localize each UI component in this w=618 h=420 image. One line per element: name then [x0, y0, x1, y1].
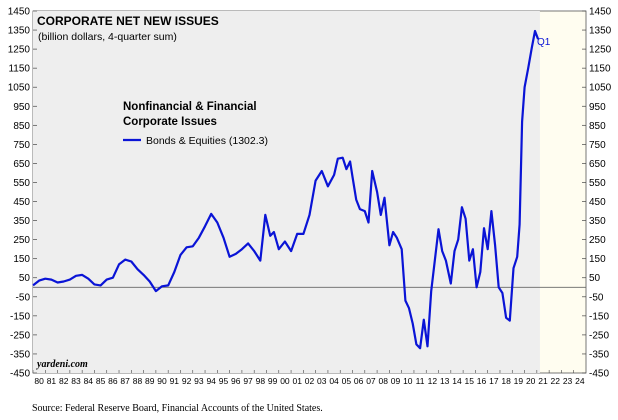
y-tick-label-right: 550 — [589, 178, 606, 189]
y-tick-label-right: 350 — [589, 216, 606, 227]
y-tick-label-left: -50 — [16, 292, 31, 303]
x-tick-label: 90 — [157, 376, 167, 386]
x-tick-label: 87 — [120, 376, 130, 386]
x-tick-label: 02 — [305, 376, 315, 386]
y-tick-label-right: 50 — [589, 273, 601, 284]
end-annotation-q1: Q1 — [537, 37, 551, 48]
x-tick-label: 93 — [194, 376, 204, 386]
x-tick-label: 14 — [452, 376, 462, 386]
x-tick-label: 17 — [489, 376, 499, 386]
x-tick-label: 92 — [182, 376, 192, 386]
x-tick-label: 07 — [366, 376, 376, 386]
watermark: yardeni.com — [36, 359, 88, 370]
y-tick-label-right: -50 — [589, 292, 604, 303]
y-tick-label-right: 850 — [589, 121, 606, 132]
y-tick-label-left: 1150 — [8, 64, 30, 75]
y-tick-label-right: 1350 — [589, 26, 612, 37]
y-tick-label-right: -250 — [589, 330, 609, 341]
y-tick-label-left: -350 — [10, 349, 30, 360]
y-tick-label-right: 450 — [589, 197, 606, 208]
y-tick-label-right: 1250 — [589, 45, 612, 56]
y-tick-label-left: -450 — [10, 369, 30, 380]
x-tick-label: 88 — [133, 376, 143, 386]
y-tick-label-left: 350 — [13, 216, 30, 227]
x-tick-label: 15 — [465, 376, 475, 386]
y-tick-label-right: 1150 — [589, 64, 611, 75]
chart-subtitle: (billion dollars, 4-quarter sum) — [38, 31, 177, 43]
y-tick-label-right: -150 — [589, 311, 609, 322]
series-line-bonds-equities — [32, 29, 540, 350]
y-tick-label-left: 650 — [13, 159, 30, 170]
y-tick-label-left: -250 — [10, 330, 30, 341]
y-tick-label-left: 1050 — [8, 83, 31, 94]
y-tick-label-left: 250 — [13, 235, 30, 246]
x-tick-label: 12 — [428, 376, 438, 386]
x-tick-label: 91 — [170, 376, 180, 386]
x-tick-label: 10 — [403, 376, 413, 386]
x-tick-label: 97 — [243, 376, 253, 386]
x-tick-label: 21 — [538, 376, 548, 386]
x-tick-label: 19 — [514, 376, 524, 386]
y-tick-label-right: -350 — [589, 349, 609, 360]
source-note: Source: Federal Reserve Board, Financial… — [32, 403, 323, 414]
x-tick-label: 08 — [378, 376, 388, 386]
y-tick-label-right: 150 — [589, 254, 606, 265]
y-tick-label-left: 750 — [13, 140, 30, 151]
x-tick-label: 01 — [292, 376, 302, 386]
y-tick-label-left: -150 — [10, 311, 30, 322]
x-tick-label: 23 — [563, 376, 573, 386]
x-tick-label: 95 — [219, 376, 229, 386]
x-tick-label: 05 — [342, 376, 352, 386]
y-tick-label-right: 1050 — [589, 83, 612, 94]
y-tick-label-right: 650 — [589, 159, 606, 170]
y-tick-label-right: 950 — [589, 102, 606, 113]
x-tick-label: 22 — [551, 376, 561, 386]
x-tick-label: 96 — [231, 376, 241, 386]
x-tick-label: 00 — [280, 376, 290, 386]
x-tick-label: 16 — [477, 376, 487, 386]
y-tick-label-right: -450 — [589, 369, 609, 380]
y-tick-label-left: 950 — [13, 102, 30, 113]
x-tick-label: 03 — [317, 376, 327, 386]
chart-title: CORPORATE NET NEW ISSUES — [37, 14, 219, 28]
x-tick-label: 94 — [206, 376, 216, 386]
x-tick-label: 06 — [354, 376, 364, 386]
y-tick-label-left: 1450 — [8, 7, 31, 18]
legend-heading-line-2: Corporate Issues — [123, 116, 217, 128]
legend-heading-line-1: Nonfinancial & Financial — [123, 101, 257, 113]
y-tick-label-left: 1250 — [8, 45, 31, 56]
y-tick-label-right: 250 — [589, 235, 606, 246]
x-tick-label: 20 — [526, 376, 536, 386]
shaded-region — [33, 11, 540, 373]
y-tick-label-left: 50 — [19, 273, 31, 284]
y-tick-label-left: 450 — [13, 197, 30, 208]
y-tick-label-right: 1450 — [589, 7, 612, 18]
x-tick-label: 11 — [416, 376, 425, 386]
x-tick-label: 81 — [47, 376, 57, 386]
x-tick-label: 24 — [575, 376, 585, 386]
y-tick-label-left: 150 — [13, 254, 30, 265]
x-tick-label: 18 — [501, 376, 511, 386]
x-tick-label: 04 — [329, 376, 339, 386]
x-tick-label: 85 — [96, 376, 106, 386]
x-tick-label: 99 — [268, 376, 278, 386]
x-tick-label: 13 — [440, 376, 450, 386]
y-tick-label-left: 550 — [13, 178, 30, 189]
x-tick-label: 89 — [145, 376, 155, 386]
y-tick-label-left: 850 — [13, 121, 30, 132]
x-tick-label: 84 — [84, 376, 94, 386]
x-tick-label: 86 — [108, 376, 118, 386]
x-tick-label: 83 — [71, 376, 81, 386]
x-tick-label: 82 — [59, 376, 69, 386]
legend-entry-label: Bonds & Equities (1302.3) — [146, 135, 268, 147]
x-tick-label: 80 — [34, 376, 44, 386]
y-tick-label-right: 750 — [589, 140, 606, 151]
x-tick-label: 98 — [256, 376, 266, 386]
y-tick-label-left: 1350 — [8, 26, 31, 37]
x-tick-label: 09 — [391, 376, 401, 386]
